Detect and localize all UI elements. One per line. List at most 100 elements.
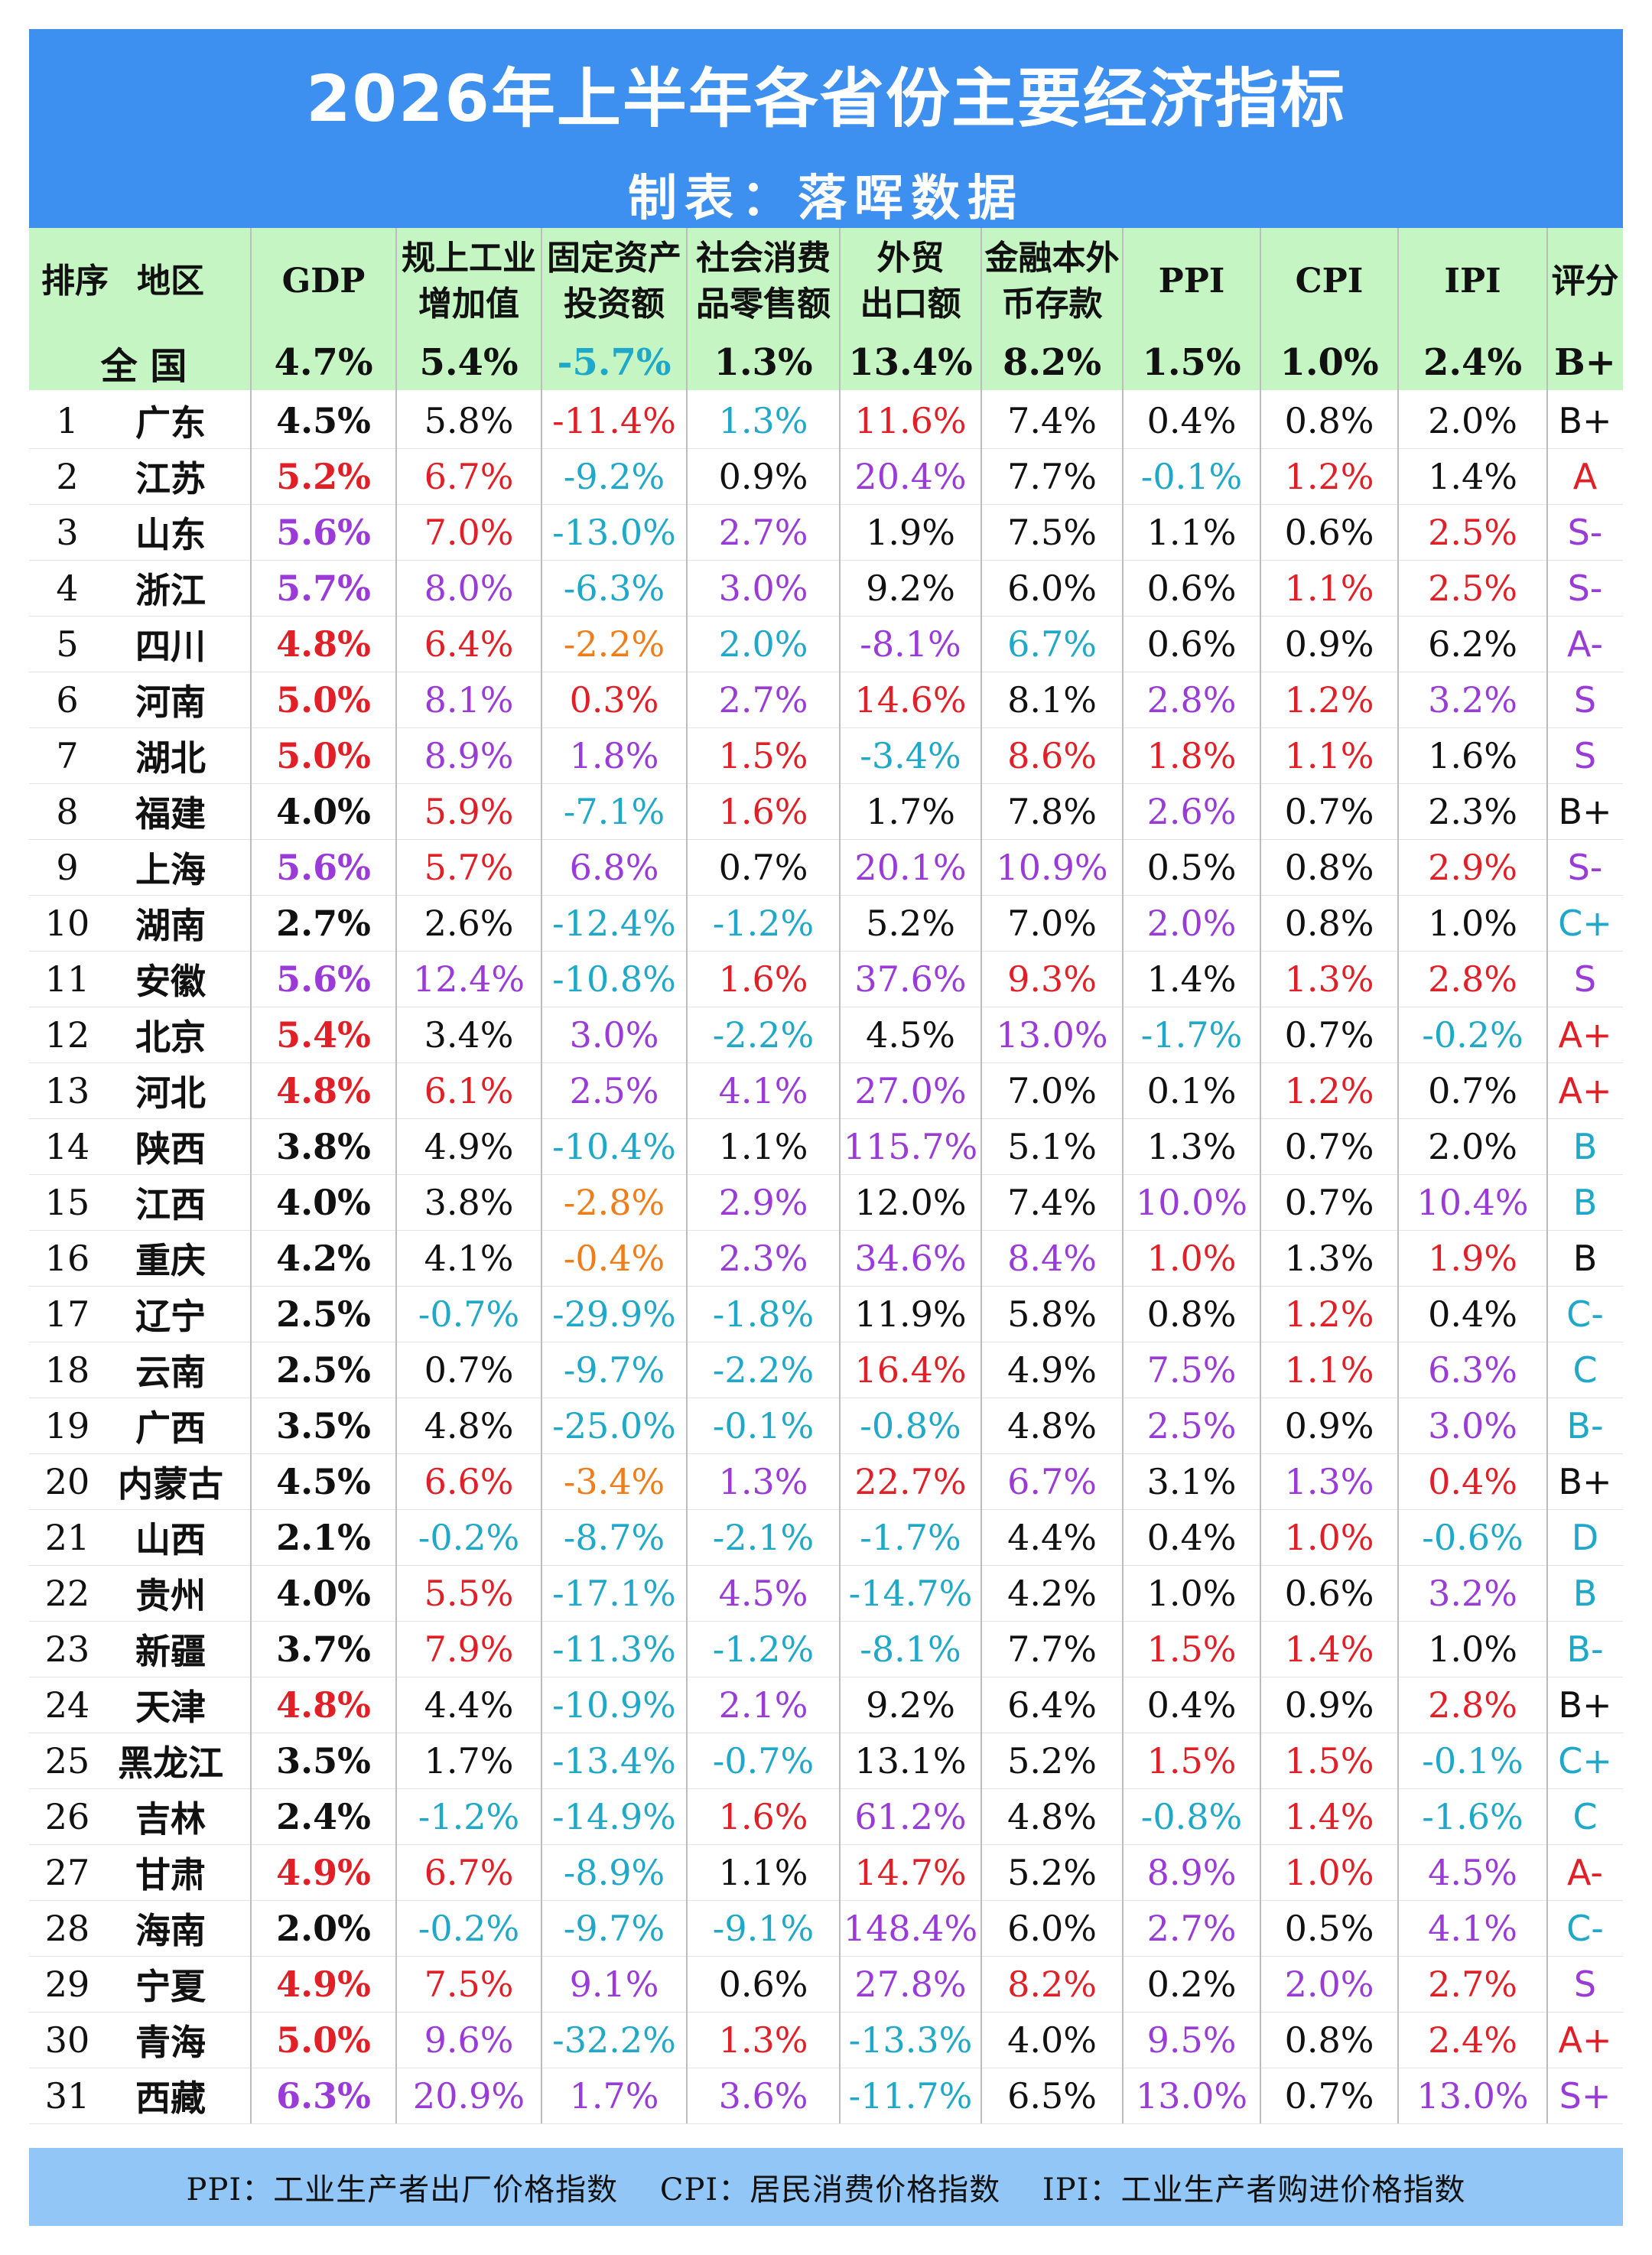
value-cell: 0.7% xyxy=(1284,2074,1374,2117)
value-cell: S- xyxy=(1567,846,1603,888)
column-header: 评分 xyxy=(1547,228,1623,335)
column-header-line: 增加值 xyxy=(418,285,519,324)
rank-cell: 21 xyxy=(44,1516,90,1558)
column-header-line: 规上工业 xyxy=(402,239,536,278)
value-cell: 20.9% xyxy=(412,2074,525,2117)
region-cell: 云南 xyxy=(135,1351,206,1393)
value-cell: 2.5% xyxy=(276,1293,371,1335)
value-cell: C xyxy=(1572,1795,1598,1837)
value-cell: 2.6% xyxy=(424,902,514,944)
table-row: 3 山东 5.6% 7.0% -13.0% 2.7% 1.9% 7.5% 1.1% 0.6% 2.5… xyxy=(29,504,1623,561)
value-cell: -0.2% xyxy=(1422,1014,1524,1056)
table-row: 18 云南 2.5% 0.7% -9.7% -2.2% 16.4% 4.9% 7.5% 1.1% 6… xyxy=(29,1342,1623,1398)
column-divider xyxy=(839,228,841,2123)
value-cell: 4.2% xyxy=(276,1237,371,1279)
rank-cell: 8 xyxy=(56,790,79,832)
value-cell: -2.2% xyxy=(712,1014,815,1056)
value-cell: 5.7% xyxy=(276,567,371,609)
value-cell: -8.7% xyxy=(563,1516,665,1558)
column-header-line: PPI xyxy=(1158,262,1225,301)
value-cell: 7.5% xyxy=(1007,511,1097,553)
value-cell: -9.7% xyxy=(563,1349,665,1391)
value-cell: 7.4% xyxy=(1007,1181,1097,1223)
table-row: 20 内蒙古 4.5% 6.6% -3.4% 1.3% 22.7% 6.7% 3.1% 1.3% 0… xyxy=(29,1453,1623,1510)
value-cell: B xyxy=(1572,1181,1598,1223)
column-header-line: 外贸 xyxy=(876,239,945,278)
value-cell: A+ xyxy=(1558,2019,1612,2061)
value-cell: 0.6% xyxy=(1284,511,1374,553)
rank-cell: 18 xyxy=(44,1349,90,1391)
value-cell: 5.6% xyxy=(276,958,371,1000)
column-header-line: GDP xyxy=(281,262,366,301)
value-cell: 4.9% xyxy=(1007,1349,1097,1391)
value-cell: 4.0% xyxy=(276,1572,371,1614)
value-cell: -29.9% xyxy=(552,1293,676,1335)
value-cell: -0.8% xyxy=(1140,1795,1243,1837)
national-value: B+ xyxy=(1554,341,1616,384)
value-cell: 2.5% xyxy=(1428,511,1517,553)
value-cell: 1.1% xyxy=(718,1851,808,1893)
region-cell: 上海 xyxy=(135,848,206,890)
column-header-line: 社会消费 xyxy=(696,239,831,278)
table-row: 19 广西 3.5% 4.8% -25.0% -0.1% -0.8% 4.8% 2.5% 0.9%… xyxy=(29,1398,1623,1454)
value-cell: S- xyxy=(1567,567,1603,609)
value-cell: 12.4% xyxy=(412,958,525,1000)
footer-note: PPI：工业生产者出厂价格指数 CPI：居民消费价格指数 IPI：工业生产者购进… xyxy=(186,2172,1466,2208)
value-cell: B xyxy=(1572,1237,1598,1279)
value-cell: 0.9% xyxy=(1284,623,1374,665)
value-cell: 6.0% xyxy=(1007,1907,1097,1949)
rank-cell: 13 xyxy=(44,1069,90,1111)
column-header: PPI xyxy=(1123,228,1260,335)
value-cell: 4.0% xyxy=(276,790,371,832)
value-cell: 3.2% xyxy=(1428,1572,1517,1614)
value-cell: 0.6% xyxy=(718,1963,808,2005)
value-cell: 2.3% xyxy=(1428,790,1517,832)
rank-cell: 4 xyxy=(56,567,79,609)
value-cell: 7.0% xyxy=(1007,1069,1097,1111)
value-cell: C xyxy=(1572,1349,1598,1391)
value-cell: B+ xyxy=(1558,790,1612,832)
rank-cell: 11 xyxy=(44,958,90,1000)
rank-cell: 14 xyxy=(44,1125,90,1167)
region-cell: 湖南 xyxy=(135,904,206,946)
table-row: 21 山西 2.1% -0.2% -8.7% -2.1% -1.7% 4.4% 0.4% 1.0%… xyxy=(29,1509,1623,1566)
column-divider xyxy=(1397,228,1399,2123)
value-cell: -11.4% xyxy=(552,399,676,441)
value-cell: -25.0% xyxy=(552,1404,676,1446)
value-cell: -3.4% xyxy=(563,1460,665,1502)
column-header: 社会消费 品零售额 xyxy=(687,228,840,335)
value-cell: 8.4% xyxy=(1007,1237,1097,1279)
value-cell: -0.8% xyxy=(860,1404,961,1446)
value-cell: -2.1% xyxy=(712,1516,815,1558)
value-cell: 2.7% xyxy=(1428,1963,1517,2005)
value-cell: 5.5% xyxy=(424,1572,514,1614)
value-cell: 8.9% xyxy=(424,734,514,776)
value-cell: 3.0% xyxy=(569,1014,659,1056)
value-cell: 9.5% xyxy=(1146,2019,1237,2061)
value-cell: 12.0% xyxy=(854,1181,967,1223)
value-cell: C+ xyxy=(1558,1739,1612,1782)
national-value: 1.3% xyxy=(714,341,813,384)
value-cell: 7.4% xyxy=(1007,399,1097,441)
region-cell: 海南 xyxy=(135,1909,206,1951)
value-cell: 20.1% xyxy=(854,846,967,888)
value-cell: -32.2% xyxy=(552,2019,676,2061)
region-cell: 山西 xyxy=(135,1518,206,1560)
table-row: 23 新疆 3.7% 7.9% -11.3% -1.2% -8.1% 7.7% 1.5% 1.4%… xyxy=(29,1621,1623,1677)
value-cell: 4.9% xyxy=(276,1963,371,2005)
value-cell: -13.3% xyxy=(848,2019,973,2061)
value-cell: 37.6% xyxy=(854,958,967,1000)
table-row: 29 宁夏 4.9% 7.5% 9.1% 0.6% 27.8% 8.2% 0.2% 2.0% 2.7… xyxy=(29,1956,1623,2013)
value-cell: 4.5% xyxy=(1428,1851,1517,1893)
value-cell: 0.6% xyxy=(1146,623,1237,665)
value-cell: -1.2% xyxy=(712,1628,815,1670)
value-cell: 4.8% xyxy=(276,1684,371,1726)
value-cell: 4.8% xyxy=(424,1404,514,1446)
value-cell: 6.2% xyxy=(1428,623,1517,665)
value-cell: 3.8% xyxy=(424,1181,514,1223)
table-row: 2 江苏 5.2% 6.7% -9.2% 0.9% 20.4% 7.7% -0.1% 1.2% 1.… xyxy=(29,448,1623,505)
rank-cell: 24 xyxy=(44,1684,90,1726)
value-cell: 0.3% xyxy=(569,678,659,721)
value-cell: 4.1% xyxy=(424,1237,514,1279)
value-cell: 5.6% xyxy=(276,511,371,553)
